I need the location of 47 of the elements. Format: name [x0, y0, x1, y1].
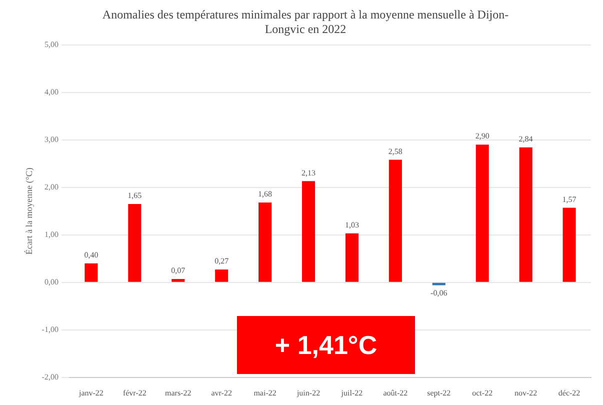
x-tick-label: févr-22 — [122, 388, 146, 398]
data-label: 0,40 — [84, 250, 98, 260]
bar — [345, 233, 358, 282]
bar — [258, 202, 272, 282]
x-tick-label: mars-22 — [165, 388, 192, 398]
data-label: 0,27 — [214, 256, 229, 266]
y-tick-label: 4,00 — [44, 87, 58, 96]
x-tick-label: juin-22 — [296, 388, 320, 398]
bar — [128, 204, 142, 282]
x-tick-label: janv-22 — [78, 388, 104, 398]
y-tick-label: 1,00 — [44, 230, 58, 239]
bar — [476, 144, 489, 282]
x-tick-label: juil-22 — [340, 388, 363, 398]
data-label: -0,06 — [430, 288, 448, 298]
data-label: 1,68 — [258, 190, 272, 199]
bar — [302, 181, 316, 282]
y-tick-label: -1,00 — [42, 324, 58, 334]
bar — [562, 208, 576, 282]
bar — [215, 270, 228, 282]
bar — [172, 279, 185, 282]
bar — [84, 263, 98, 282]
y-tick-label: -2,00 — [42, 372, 58, 382]
y-tick-label: 2,00 — [44, 182, 58, 192]
x-tick-label: oct-22 — [472, 388, 493, 398]
x-tick-label: sept-22 — [427, 388, 451, 398]
data-label: 1,65 — [128, 191, 142, 200]
text: Anomalies des températures minimales par rapport à la moyenne mensuelle à Dijon- — [102, 7, 509, 22]
data-label: 1,57 — [562, 194, 576, 204]
data-label: 1,03 — [344, 220, 359, 230]
y-tick-label: 3,00 — [44, 134, 58, 144]
x-tick-label: nov-22 — [514, 388, 538, 398]
y-tick-label: 5,00 — [44, 40, 58, 49]
bar — [388, 160, 402, 282]
y-tick-label: 0,00 — [44, 277, 58, 286]
x-tick-label: avr-22 — [211, 388, 232, 398]
data-label: 0,07 — [171, 266, 186, 276]
data-label: 2,90 — [475, 132, 490, 141]
annotation: + 1,41°C — [237, 316, 415, 374]
x-tick-label: août-22 — [383, 388, 408, 398]
data-label: 2,13 — [302, 168, 316, 178]
x-tick-label: mai-22 — [254, 388, 276, 398]
bar — [519, 147, 532, 282]
data-label: 2,58 — [388, 146, 402, 156]
text: Longvic en 2022 — [264, 22, 346, 36]
data-label: 2,84 — [518, 134, 533, 144]
y-axis-title: Écart à la moyenne (°C) — [24, 168, 34, 255]
x-tick-label: déc-22 — [558, 388, 580, 398]
